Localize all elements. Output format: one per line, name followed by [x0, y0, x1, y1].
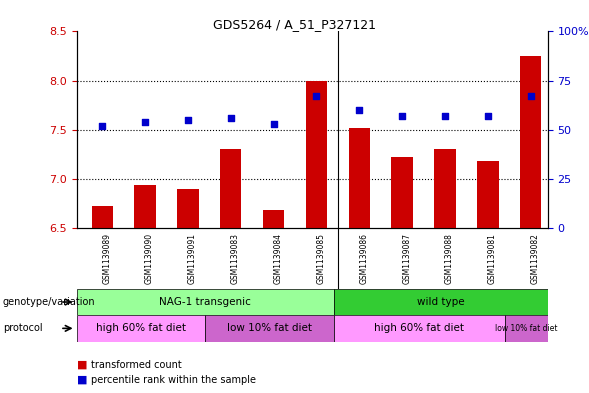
Bar	[349, 128, 370, 228]
Text: genotype/variation: genotype/variation	[3, 297, 95, 307]
Text: high 60% fat diet: high 60% fat diet	[96, 323, 186, 333]
Text: wild type: wild type	[417, 297, 465, 307]
Text: GSM1139088: GSM1139088	[445, 233, 454, 284]
Bar	[177, 189, 198, 228]
Bar	[306, 81, 327, 228]
Bar	[520, 56, 541, 228]
Bar	[77, 315, 205, 342]
Bar	[91, 206, 113, 228]
Text: GSM1139085: GSM1139085	[316, 233, 326, 284]
Point	[440, 113, 449, 119]
Text: GDS5264 / A_51_P327121: GDS5264 / A_51_P327121	[213, 18, 376, 31]
Text: ■: ■	[77, 360, 87, 370]
Bar	[220, 149, 241, 228]
Point	[483, 113, 492, 119]
Bar	[392, 157, 413, 228]
Text: GSM1139084: GSM1139084	[274, 233, 283, 284]
Point	[312, 93, 321, 99]
Text: GSM1139087: GSM1139087	[402, 233, 411, 284]
Text: GSM1139089: GSM1139089	[102, 233, 111, 284]
Bar	[333, 315, 505, 342]
Bar	[505, 315, 548, 342]
Text: NAG-1 transgenic: NAG-1 transgenic	[159, 297, 251, 307]
Point	[140, 119, 150, 125]
Bar	[205, 315, 333, 342]
Point	[183, 117, 193, 123]
Text: transformed count: transformed count	[91, 360, 182, 370]
Bar	[333, 289, 548, 315]
Text: GSM1139082: GSM1139082	[531, 233, 540, 284]
Text: GSM1139090: GSM1139090	[145, 233, 154, 284]
Bar	[77, 289, 333, 315]
Text: GSM1139091: GSM1139091	[188, 233, 197, 284]
Bar	[263, 210, 284, 228]
Point	[398, 113, 407, 119]
Text: protocol: protocol	[3, 323, 42, 333]
Point	[355, 107, 364, 113]
Point	[226, 115, 236, 121]
Text: percentile rank within the sample: percentile rank within the sample	[91, 375, 256, 385]
Text: high 60% fat diet: high 60% fat diet	[374, 323, 464, 333]
Point	[98, 123, 107, 129]
Bar	[477, 161, 498, 228]
Text: GSM1139081: GSM1139081	[488, 233, 497, 284]
Text: low 10% fat diet: low 10% fat diet	[227, 323, 312, 333]
Point	[526, 93, 535, 99]
Text: GSM1139086: GSM1139086	[359, 233, 368, 284]
Point	[269, 121, 279, 127]
Bar	[434, 149, 456, 228]
Text: low 10% fat diet: low 10% fat diet	[495, 324, 558, 333]
Bar	[134, 185, 156, 228]
Text: ■: ■	[77, 375, 87, 385]
Text: GSM1139083: GSM1139083	[231, 233, 240, 284]
